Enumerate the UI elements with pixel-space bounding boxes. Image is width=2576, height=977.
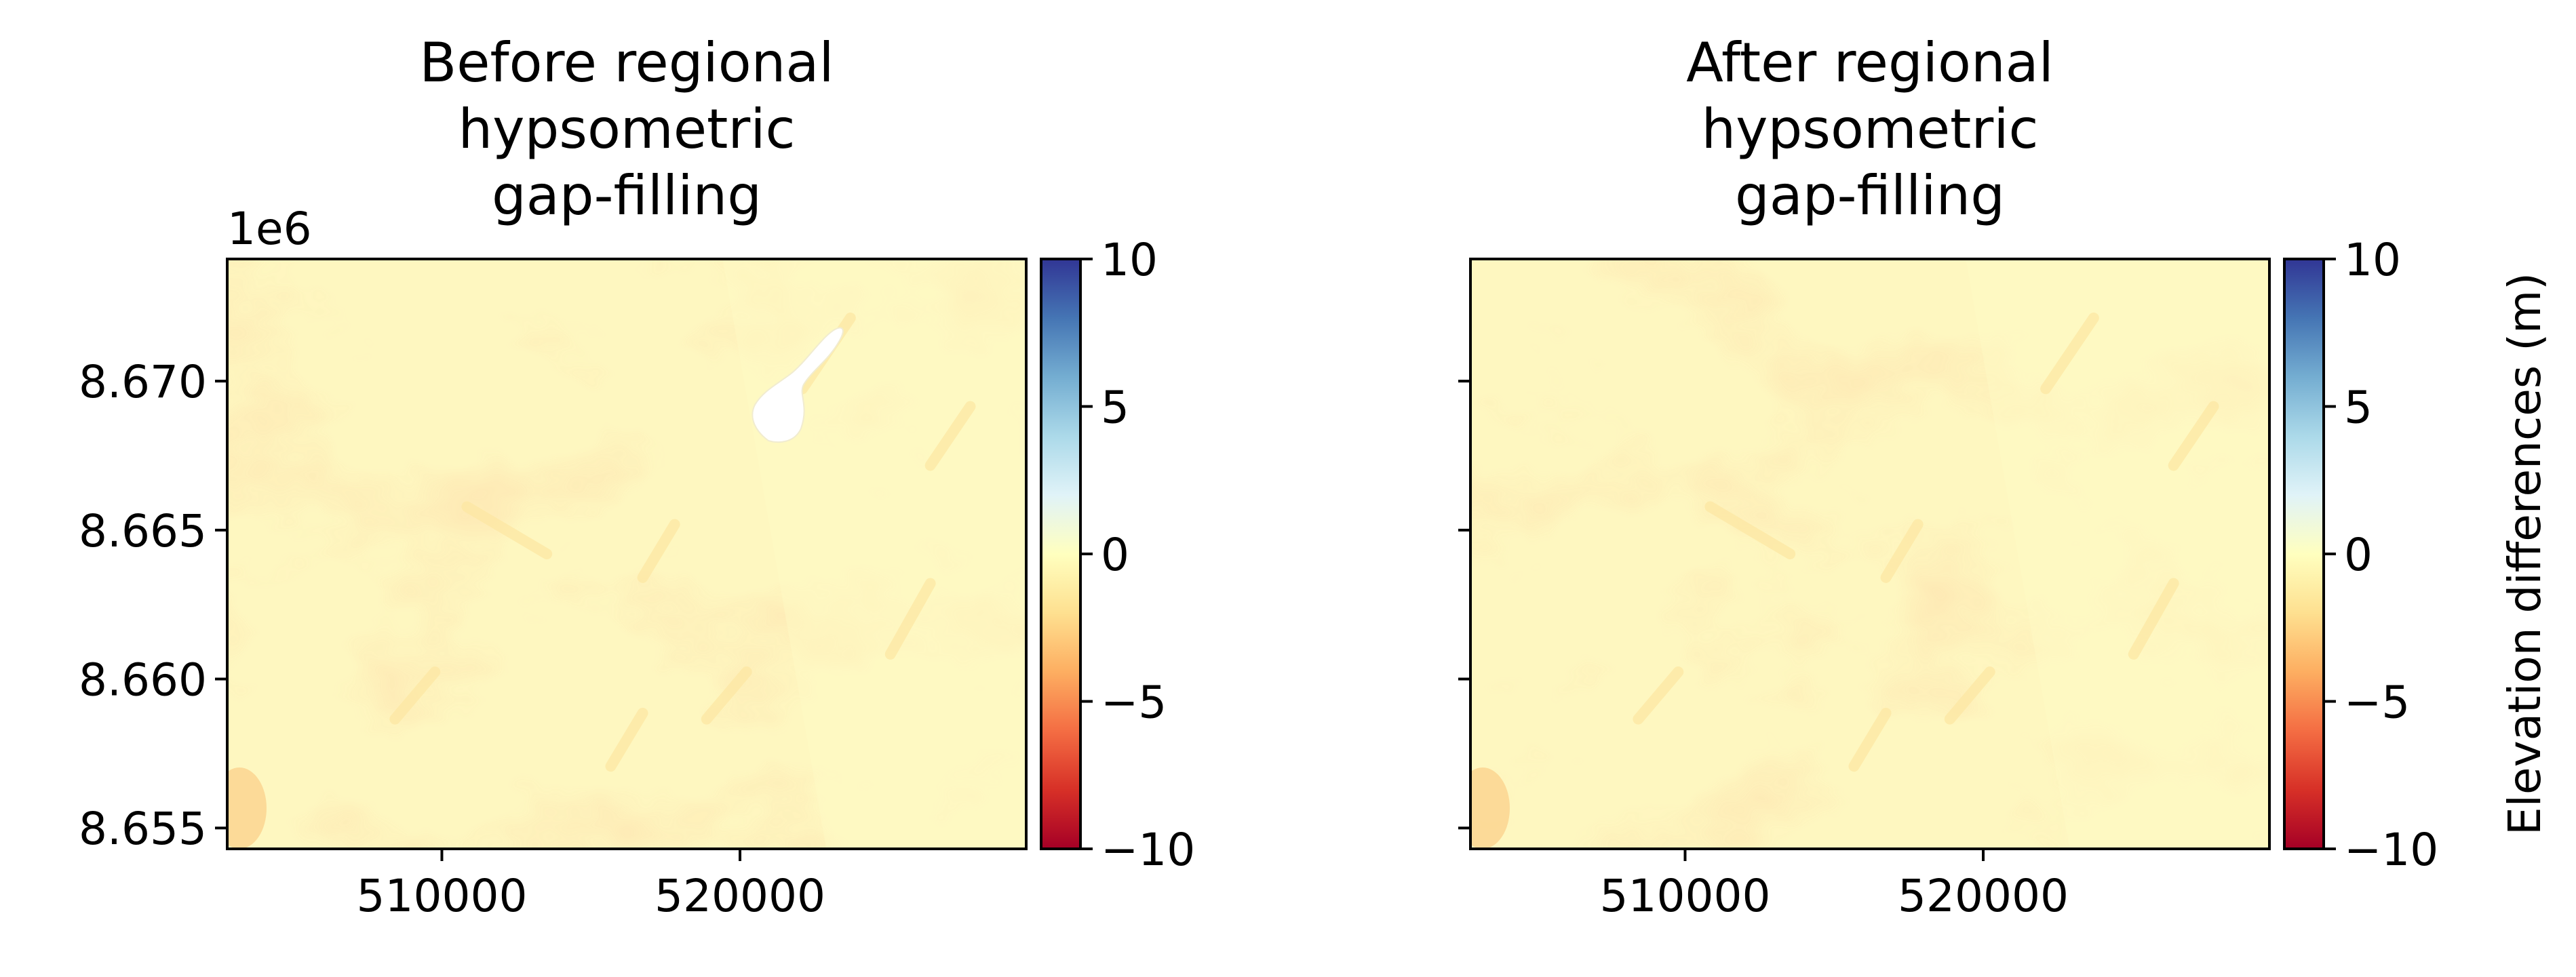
field-light-region bbox=[1966, 259, 2269, 849]
field-streak bbox=[461, 501, 553, 559]
elevation-difference-field bbox=[1470, 259, 2269, 849]
x-tick-label: 510000 bbox=[1600, 870, 1771, 922]
elevation-difference-field bbox=[227, 259, 1026, 849]
field-streak bbox=[1704, 501, 1796, 559]
field-texture bbox=[1470, 259, 2269, 849]
colorbar-tick-label: −5 bbox=[2344, 677, 2410, 729]
x-tick-label: 520000 bbox=[655, 870, 825, 922]
chart-title-line: hypsometric bbox=[1701, 98, 2038, 161]
y-tick-label: 8.665 bbox=[79, 505, 207, 557]
colorbar-label: Elevation differences (m) bbox=[2499, 273, 2551, 835]
field-streak bbox=[924, 401, 976, 471]
plot-frame bbox=[1469, 258, 2271, 850]
colorbar-tick-label: 0 bbox=[2344, 529, 2373, 581]
chart-title-line: gap-filling bbox=[492, 164, 762, 227]
chart-title-line: gap-filling bbox=[1735, 164, 2005, 227]
y-offset-label: 1e6 bbox=[227, 203, 312, 255]
subplot-1: Before regionalhypsometricgap-filling510… bbox=[79, 31, 1195, 922]
colorbar-tick-label: 10 bbox=[2344, 234, 2401, 286]
field-streak bbox=[2128, 578, 2179, 660]
colorbar: −10 −5 0 5 10 Elevation differences (m) bbox=[2283, 234, 2551, 876]
x-tick-label: 520000 bbox=[1898, 870, 2069, 922]
colorbar-tick-label: 0 bbox=[1101, 529, 1129, 581]
field-streak bbox=[1944, 666, 1995, 725]
field-negative-corner bbox=[227, 767, 267, 849]
colorbar-tick-label: 5 bbox=[2344, 382, 2373, 434]
field-streak bbox=[701, 666, 752, 725]
y-tick-label: 8.670 bbox=[79, 356, 207, 408]
chart-title-line: Before regional bbox=[419, 31, 834, 94]
colorbar-gradient bbox=[2284, 259, 2324, 849]
field-streak bbox=[884, 578, 936, 660]
colorbar-tick-label: 10 bbox=[1101, 234, 1158, 286]
field-streak bbox=[605, 707, 648, 772]
field-texture bbox=[227, 259, 1026, 849]
subplot-2: After regionalhypsometricgap-filling5100… bbox=[1458, 31, 2551, 922]
field-streak bbox=[2168, 401, 2219, 471]
field-streak bbox=[1633, 666, 1684, 725]
field-streak bbox=[1880, 519, 1924, 583]
colorbar-gradient bbox=[1041, 259, 1080, 849]
chart-title-line: hypsometric bbox=[458, 98, 795, 161]
field-streak bbox=[389, 666, 441, 725]
x-tick-label: 510000 bbox=[357, 870, 528, 922]
colorbar-tick-label: −5 bbox=[1101, 677, 1167, 729]
plot-frame bbox=[226, 258, 1028, 850]
field-negative-corner bbox=[1470, 767, 1510, 849]
colorbar-tick-label: −10 bbox=[2344, 824, 2438, 876]
y-tick-label: 8.655 bbox=[79, 803, 207, 855]
field-streak bbox=[2040, 313, 2099, 395]
y-tick-label: 8.660 bbox=[79, 654, 207, 706]
field-streak bbox=[637, 519, 680, 583]
colorbar-tick-label: −10 bbox=[1101, 824, 1195, 876]
data-gap-region bbox=[752, 327, 844, 443]
colorbar-tick-label: 5 bbox=[1101, 382, 1129, 434]
chart-title-line: After regional bbox=[1686, 31, 2054, 94]
field-streak bbox=[1848, 707, 1892, 772]
colorbar: −10 −5 0 5 10 bbox=[1040, 234, 1195, 876]
